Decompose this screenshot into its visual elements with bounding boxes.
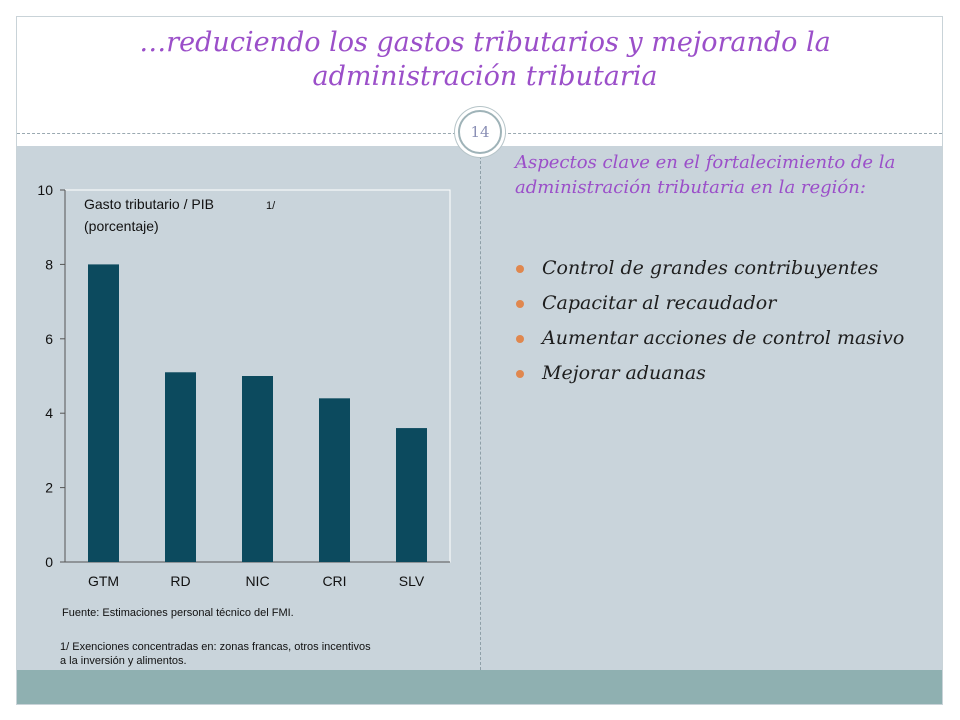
bullet-item: Mejorar aduanas bbox=[510, 360, 920, 386]
bar-cri bbox=[319, 398, 350, 562]
bar-nic bbox=[242, 376, 273, 562]
footer-bar bbox=[17, 670, 942, 704]
x-tick-label: NIC bbox=[245, 573, 269, 589]
bullet-item: Control de grandes contribuyentes bbox=[510, 255, 920, 281]
y-axis: 0 2 4 6 8 10 bbox=[37, 182, 66, 570]
y-tick-label: 10 bbox=[37, 182, 53, 198]
bars bbox=[88, 264, 427, 562]
bullet-text: Aumentar acciones de control masivo bbox=[542, 327, 905, 349]
bullet-text: Mejorar aduanas bbox=[542, 362, 706, 384]
bullet-item: Capacitar al recaudador bbox=[510, 290, 920, 316]
x-tick-label: RD bbox=[170, 573, 190, 589]
column-divider bbox=[480, 146, 481, 670]
y-tick-label: 2 bbox=[45, 480, 53, 496]
y-tick-label: 8 bbox=[45, 256, 53, 272]
y-tick-label: 0 bbox=[45, 554, 53, 570]
chart-title-footnote-marker: 1/ bbox=[266, 200, 276, 212]
chart-footnote-line1: 1/ Exenciones concentradas en: zonas fra… bbox=[60, 641, 371, 653]
bullet-dot-icon bbox=[516, 265, 524, 273]
x-tick-label: SLV bbox=[399, 573, 425, 589]
bullet-text: Capacitar al recaudador bbox=[542, 292, 777, 314]
x-tick-label: GTM bbox=[88, 573, 119, 589]
bullet-dot-icon bbox=[516, 370, 524, 378]
bullet-dot-icon bbox=[516, 335, 524, 343]
bar-rd bbox=[165, 372, 196, 562]
chart-subtitle: (porcentaje) bbox=[84, 218, 159, 234]
right-heading: Aspectos clave en el fortalecimiento de … bbox=[515, 152, 896, 198]
slide-frame bbox=[16, 16, 943, 705]
bullet-item: Aumentar acciones de control masivo bbox=[510, 325, 920, 351]
y-tick-label: 4 bbox=[45, 405, 53, 421]
chart-source: Fuente: Estimaciones personal técnico de… bbox=[62, 607, 294, 619]
bullet-list: Control de grandes contribuyentes Capaci… bbox=[510, 255, 920, 395]
x-tick-label: CRI bbox=[322, 573, 346, 589]
bullet-dot-icon bbox=[516, 300, 524, 308]
slide-title: …reduciendo los gastos tributarios y mej… bbox=[139, 27, 831, 92]
bar-chart: 0 2 4 6 8 10 GTM RD NIC CRI SLV Gasto tributario … bbox=[37, 182, 451, 589]
slide-number: 14 bbox=[458, 110, 502, 154]
chart-footnote-line2: a la inversión y alimentos. bbox=[60, 655, 187, 667]
bullet-text: Control de grandes contribuyentes bbox=[542, 257, 879, 279]
chart-title: Gasto tributario / PIB bbox=[84, 196, 214, 212]
x-labels: GTM RD NIC CRI SLV bbox=[88, 573, 425, 589]
bar-slv bbox=[396, 428, 427, 562]
bar-gtm bbox=[88, 264, 119, 562]
y-tick-label: 6 bbox=[45, 331, 53, 347]
